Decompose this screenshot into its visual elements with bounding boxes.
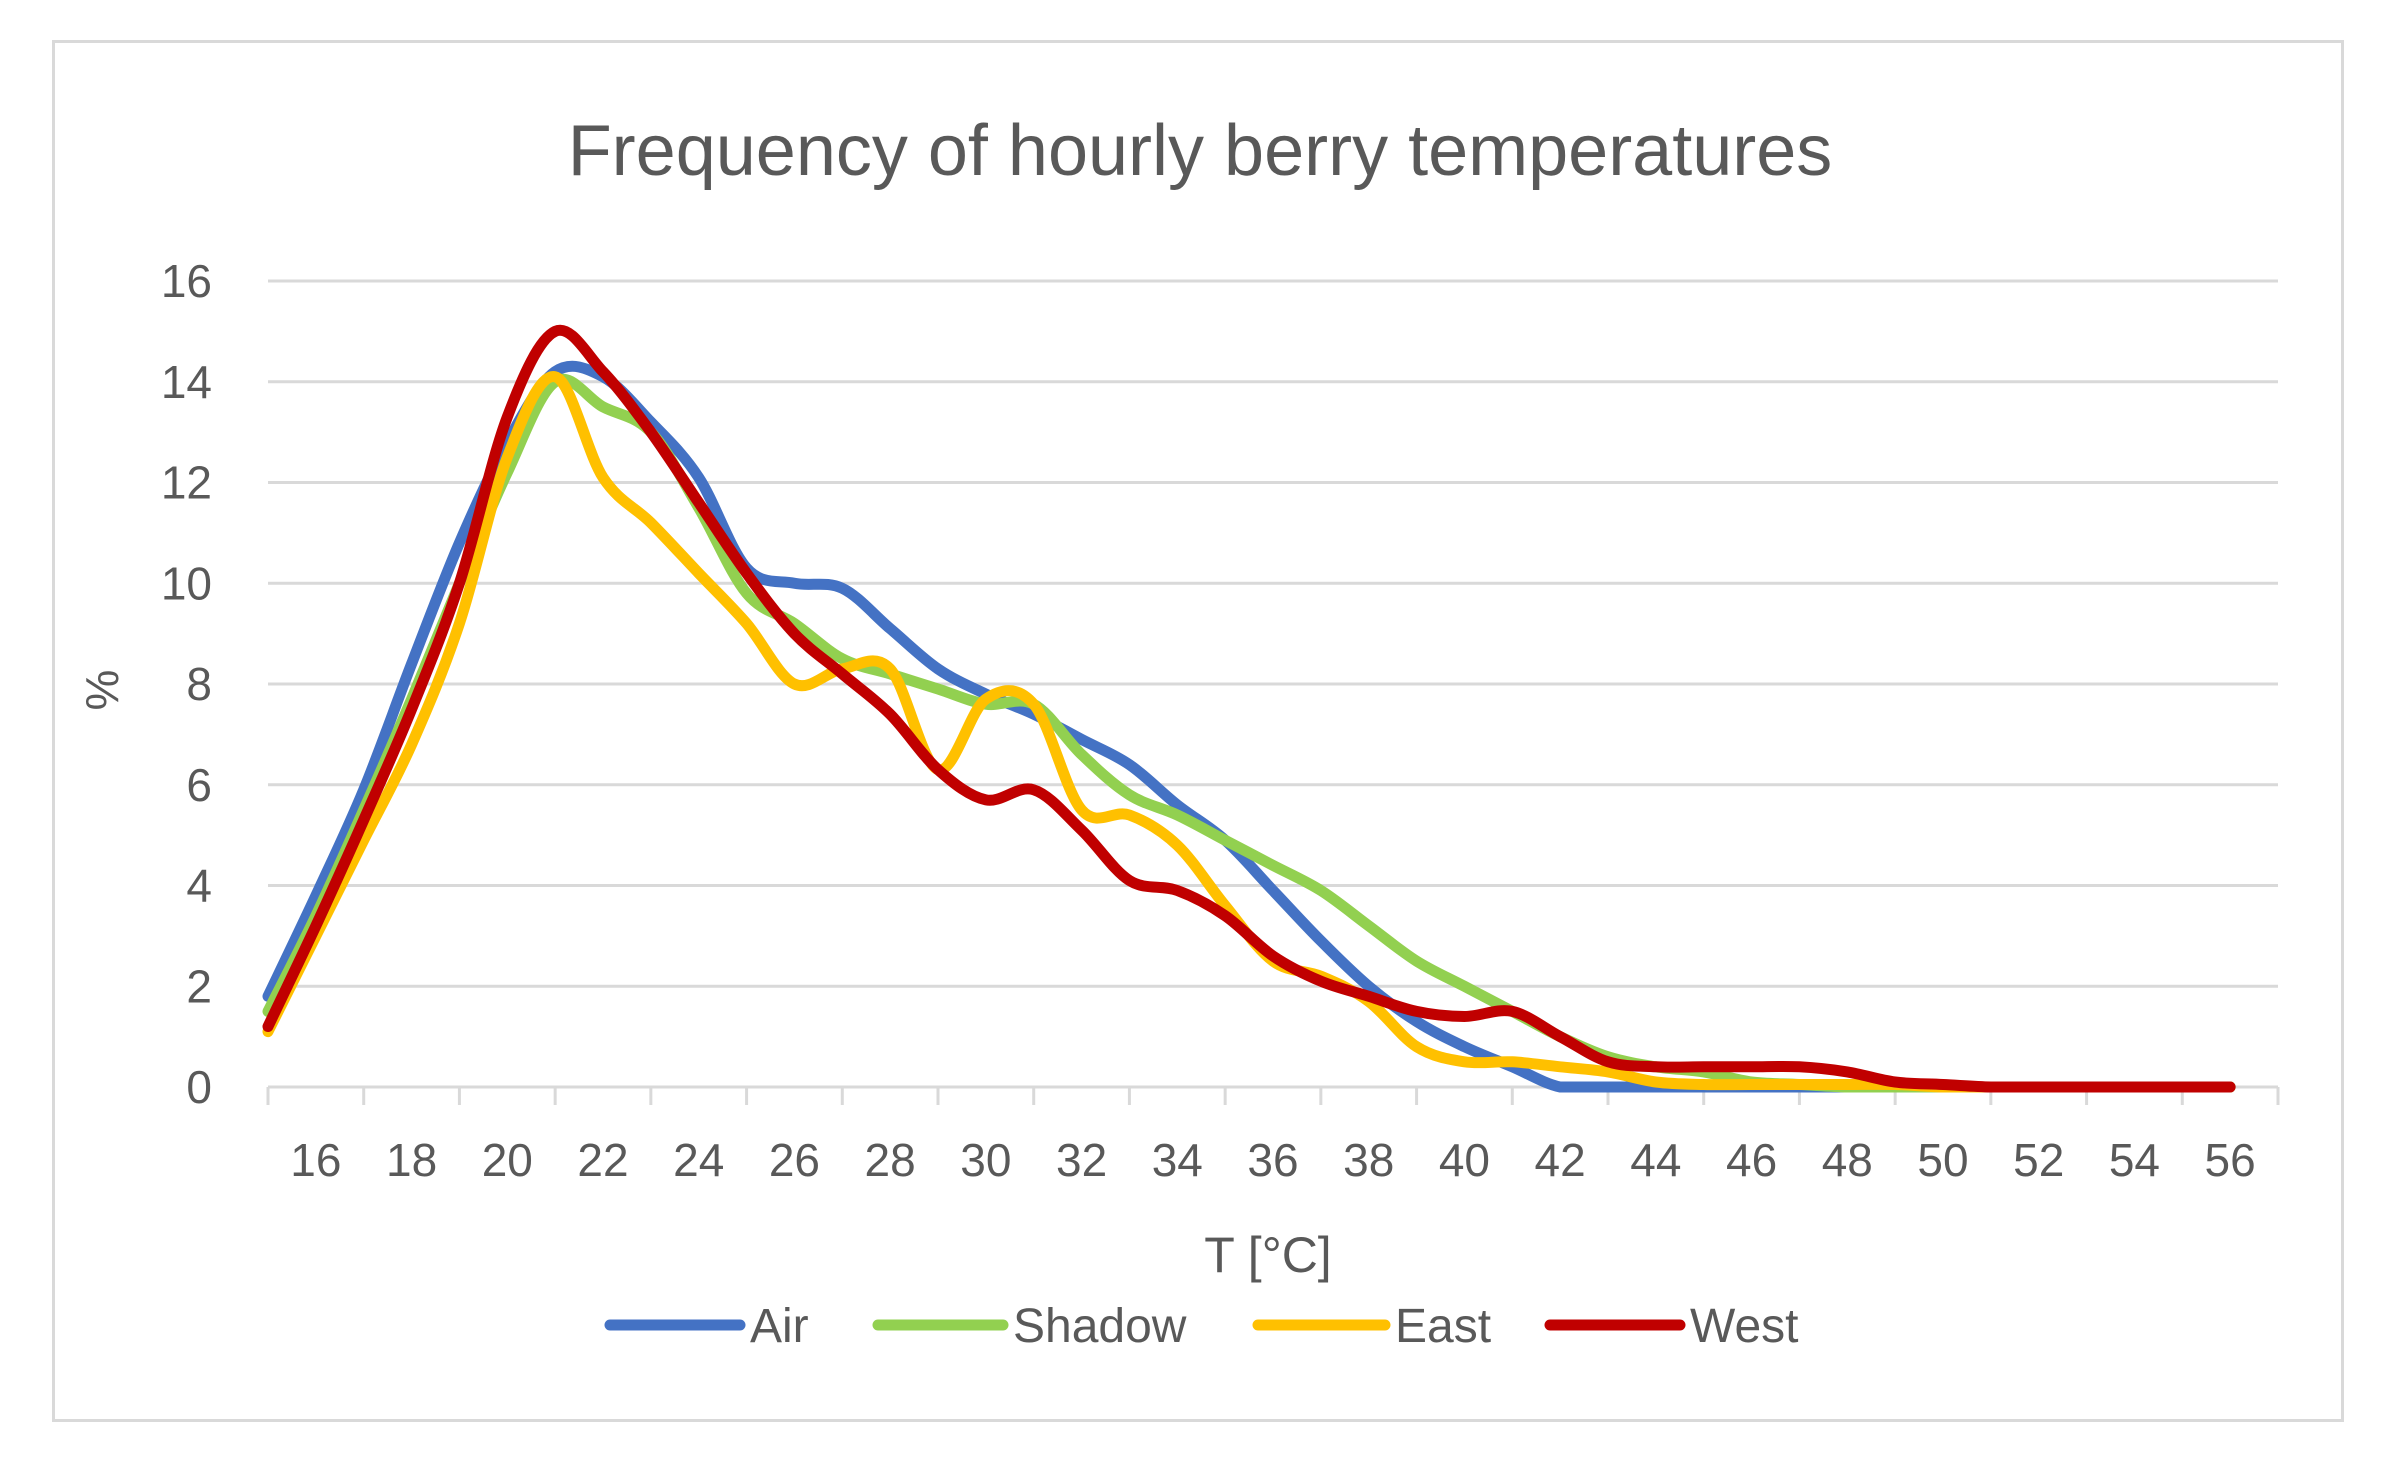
x-tick-label: 22 bbox=[577, 1134, 628, 1186]
x-tick-label: 54 bbox=[2109, 1134, 2160, 1186]
y-tick-label: 14 bbox=[161, 356, 212, 408]
x-tick-label: 44 bbox=[1630, 1134, 1681, 1186]
x-tick-label: 38 bbox=[1343, 1134, 1394, 1186]
series-line-west bbox=[262, 324, 2236, 1093]
y-tick-label: 6 bbox=[186, 759, 212, 811]
x-tick-label: 24 bbox=[673, 1134, 724, 1186]
y-tick-label: 4 bbox=[186, 860, 212, 912]
x-tick-label: 50 bbox=[1917, 1134, 1968, 1186]
y-axis-title: % bbox=[76, 670, 128, 711]
x-tick-label: 20 bbox=[482, 1134, 533, 1186]
legend-label-air: Air bbox=[750, 1300, 809, 1353]
x-tick-label: 46 bbox=[1726, 1134, 1777, 1186]
chart-title: Frequency of hourly berry temperatures bbox=[568, 111, 1833, 191]
x-tick-label: 28 bbox=[865, 1134, 916, 1186]
legend-label-shadow: Shadow bbox=[1013, 1300, 1187, 1353]
x-tick-label: 42 bbox=[1535, 1134, 1586, 1186]
series-line-shadow bbox=[262, 373, 2236, 1093]
x-tick-label: 56 bbox=[2205, 1134, 2256, 1186]
y-tick-label: 10 bbox=[161, 557, 212, 609]
y-tick-label: 16 bbox=[161, 255, 212, 307]
y-tick-label: 0 bbox=[186, 1061, 212, 1113]
legend-label-west: West bbox=[1690, 1300, 1798, 1353]
x-tick-label: 26 bbox=[769, 1134, 820, 1186]
series-line-east bbox=[262, 371, 2236, 1093]
x-tick-label: 18 bbox=[386, 1134, 437, 1186]
x-tick-label: 30 bbox=[960, 1134, 1011, 1186]
x-tick-label: 16 bbox=[290, 1134, 341, 1186]
y-tick-label: 2 bbox=[186, 960, 212, 1012]
x-tick-label: 52 bbox=[2013, 1134, 2064, 1186]
x-axis-title: T [°C] bbox=[1204, 1227, 1331, 1283]
legend-label-east: East bbox=[1395, 1300, 1491, 1353]
x-tick-label: 40 bbox=[1439, 1134, 1490, 1186]
chart-frame bbox=[52, 40, 2344, 1422]
x-tick-label: 36 bbox=[1247, 1134, 1298, 1186]
series-line-air bbox=[262, 360, 2236, 1093]
x-tick-label: 48 bbox=[1822, 1134, 1873, 1186]
x-tick-label: 34 bbox=[1152, 1134, 1203, 1186]
y-tick-label: 12 bbox=[161, 457, 212, 509]
x-tick-label: 32 bbox=[1056, 1134, 1107, 1186]
y-tick-label: 8 bbox=[186, 658, 212, 710]
